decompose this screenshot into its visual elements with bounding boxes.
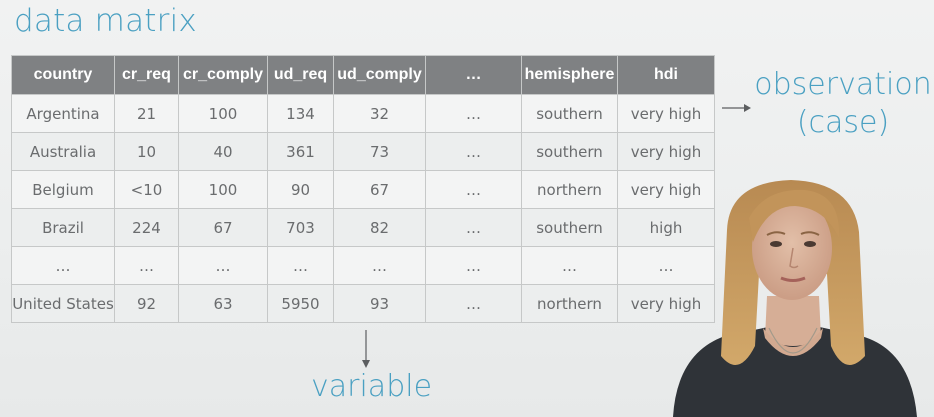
table-cell: southern [521, 94, 618, 133]
table-cell: 92 [114, 284, 179, 323]
table-cell: 100 [178, 94, 268, 133]
table-cell: northern [521, 170, 618, 209]
table-cell: 100 [178, 170, 268, 209]
variable-label: variable [311, 369, 433, 404]
table-cell: 93 [333, 284, 426, 323]
right-arrow-icon [722, 104, 751, 112]
table-cell: … [333, 246, 426, 285]
column-header-cr-comply: cr_comply [178, 55, 268, 95]
table-cell: 63 [178, 284, 268, 323]
column-header-ud-comply: ud_comply [333, 55, 426, 95]
table-cell: … [425, 132, 522, 171]
table-cell: Belgium [11, 170, 115, 209]
table-cell: <10 [114, 170, 179, 209]
table-header-row: country cr_req cr_comply ud_req ud_compl… [11, 55, 715, 95]
column-header-hemisphere: hemisphere [521, 55, 618, 95]
table-cell: 10 [114, 132, 179, 171]
table-cell: very high [617, 94, 715, 133]
table-cell: 40 [178, 132, 268, 171]
table-cell: 224 [114, 208, 179, 247]
table-cell: northern [521, 284, 618, 323]
table-cell: 21 [114, 94, 179, 133]
table-cell: 703 [267, 208, 334, 247]
table-cell: … [521, 246, 618, 285]
table-cell: 134 [267, 94, 334, 133]
table-cell: 361 [267, 132, 334, 171]
table-cell: … [425, 170, 522, 209]
table-cell: 82 [333, 208, 426, 247]
table-cell: … [11, 246, 115, 285]
table-cell: 67 [178, 208, 268, 247]
column-header-ellipsis: … [425, 55, 522, 95]
table-cell: very high [617, 170, 715, 209]
observation-label-line1: observation [754, 67, 932, 102]
table-cell: … [114, 246, 179, 285]
table-cell: Australia [11, 132, 115, 171]
table-row: … … … … … … … … [11, 246, 715, 285]
table-cell: 32 [333, 94, 426, 133]
table-row: Belgium <10 100 90 67 … northern very hi… [11, 170, 715, 209]
table-cell: very high [617, 132, 715, 171]
table-cell: high [617, 208, 715, 247]
table-cell: … [425, 208, 522, 247]
table-cell: very high [617, 284, 715, 323]
table-cell: southern [521, 132, 618, 171]
table-cell: United States [11, 284, 115, 323]
table-cell: … [267, 246, 334, 285]
table-cell: Argentina [11, 94, 115, 133]
table-cell: Brazil [11, 208, 115, 247]
column-header-ud-req: ud_req [267, 55, 334, 95]
column-header-cr-req: cr_req [114, 55, 179, 95]
table-cell: southern [521, 208, 618, 247]
table-cell: 73 [333, 132, 426, 171]
table-cell: … [425, 94, 522, 133]
observation-label-line2: (case) [796, 105, 890, 140]
table-row: Argentina 21 100 134 32 … southern very … [11, 94, 715, 133]
data-matrix-table: country cr_req cr_comply ud_req ud_compl… [11, 55, 715, 323]
table-cell: 5950 [267, 284, 334, 323]
table-cell: … [425, 246, 522, 285]
table-row: Australia 10 40 361 73 … southern very h… [11, 132, 715, 171]
table-row: United States 92 63 5950 93 … northern v… [11, 284, 715, 323]
column-header-hdi: hdi [617, 55, 715, 95]
table-row: Brazil 224 67 703 82 … southern high [11, 208, 715, 247]
table-cell: 67 [333, 170, 426, 209]
table-cell: … [425, 284, 522, 323]
slide-title: data matrix [14, 3, 197, 39]
presenter-video [673, 180, 917, 417]
column-header-country: country [11, 55, 115, 95]
down-arrow-icon [362, 330, 370, 368]
observation-label: observation (case) [752, 66, 934, 142]
table-cell: … [178, 246, 268, 285]
table-cell: 90 [267, 170, 334, 209]
